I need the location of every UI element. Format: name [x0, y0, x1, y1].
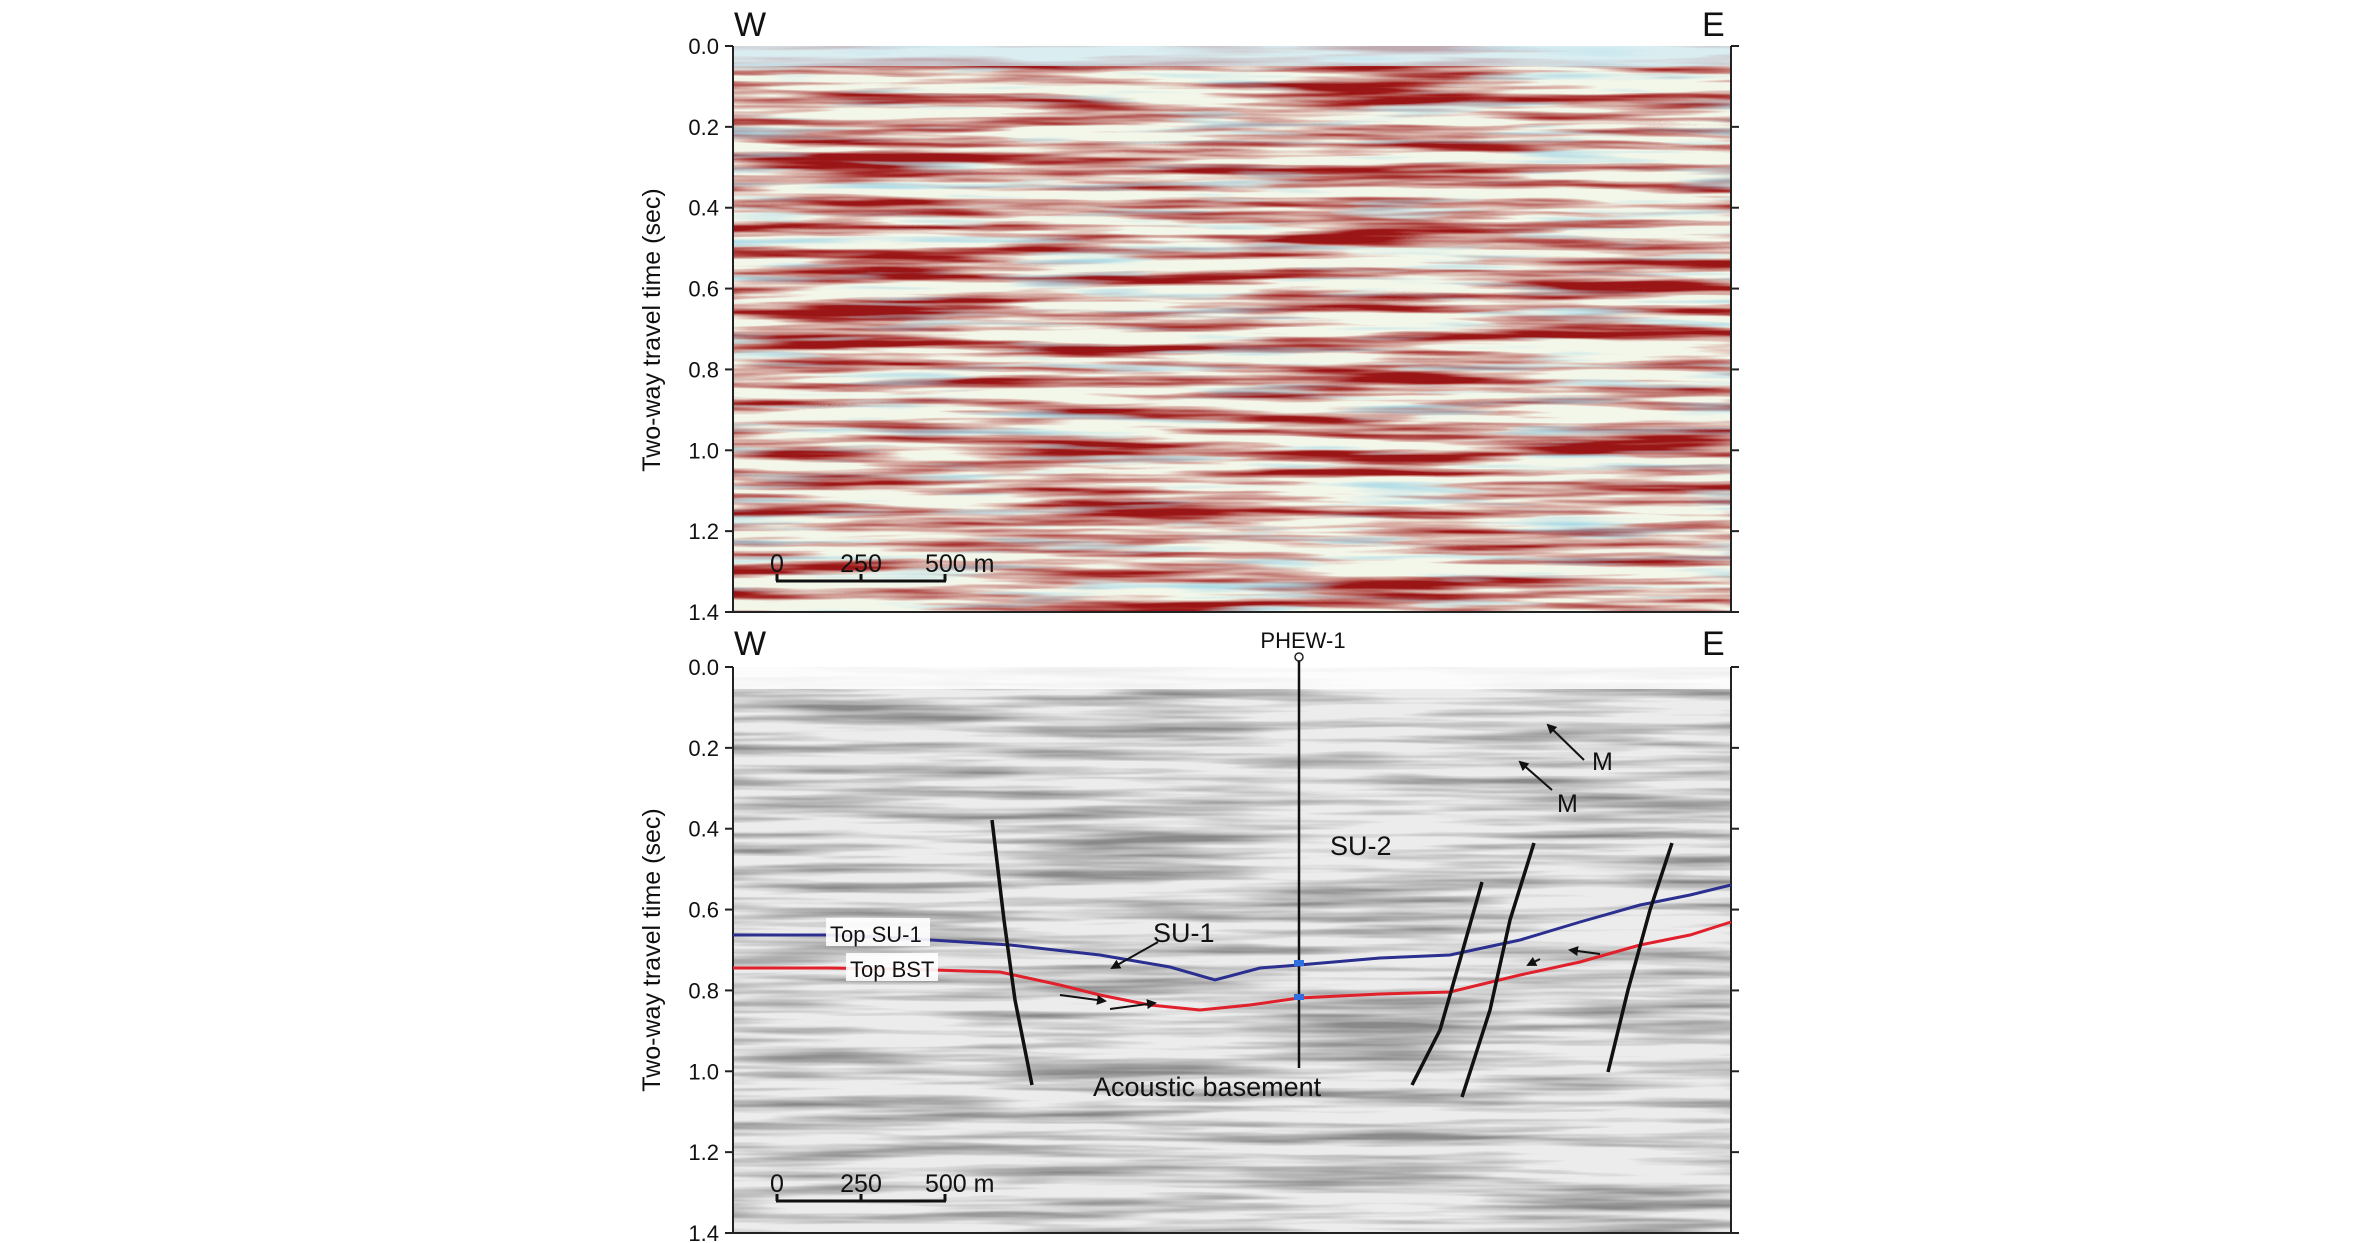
fault-line [990, 819, 1034, 1086]
bottom-east-label: E [1702, 625, 1725, 663]
top-y-tick-label: 0.6 [688, 277, 719, 302]
bottom-y-tick-label: 1.4 [688, 1221, 719, 1243]
top-bst-label: Top BST [850, 957, 934, 982]
bottom-y-tick-label: 0.0 [688, 655, 719, 680]
top-y-axis-label: Two-way travel time (sec) [638, 188, 666, 471]
top-y-tick-label: 1.0 [688, 438, 719, 463]
onlap-arrow [1526, 956, 1541, 966]
well-symbol [1294, 652, 1304, 662]
m-label-lower: M [1557, 790, 1578, 818]
bottom-y-tick-label: 0.4 [688, 817, 719, 842]
top-east-label: E [1702, 6, 1725, 44]
top-y-tick-label: 0.8 [688, 357, 719, 382]
onlap-arrow [1568, 946, 1601, 957]
bottom-west-label: W [734, 625, 766, 663]
top-bst-label-bg [846, 953, 938, 981]
m-label-upper: M [1592, 748, 1613, 776]
top-scale-bar-zero: 0 [770, 550, 784, 578]
bottom-panel: 0.0 0.2 0.4 0.6 0.8 1.0 1.2 1.4 W E Two-way tra… [638, 625, 1739, 1243]
bottom-scale-bar: 0 250 500 m [770, 1170, 994, 1203]
bottom-water-column [733, 667, 1731, 689]
bottom-y-axis: 0.0 0.2 0.4 0.6 0.8 1.0 1.2 1.4 [688, 655, 1739, 1243]
well-label: PHEW-1 [1260, 628, 1345, 653]
top-scale-bar-end: 500 m [925, 550, 994, 578]
top-seismic-texture [733, 46, 1731, 612]
top-y-tick-label: 1.2 [688, 519, 719, 544]
su1-label: SU-1 [1153, 918, 1215, 948]
top-y-tick-label: 0.0 [688, 34, 719, 59]
top-west-label: W [734, 6, 766, 44]
bottom-y-tick-label: 0.8 [688, 978, 719, 1003]
su1-leader-arrow [1110, 941, 1159, 969]
bottom-scale-bar-mid: 250 [840, 1170, 882, 1198]
bottom-y-tick-label: 0.2 [688, 736, 719, 761]
acoustic-basement-label: Acoustic basement [1093, 1072, 1322, 1102]
bottom-scale-bar-zero: 0 [770, 1170, 784, 1198]
bottom-seismic-texture [733, 667, 1731, 1233]
bottom-y-tick-label: 1.2 [688, 1140, 719, 1165]
bottom-y-tick-label: 0.6 [688, 898, 719, 923]
onlap-arrow [1059, 994, 1107, 1005]
top-y-axis: 0.0 0.2 0.4 0.6 0.8 1.0 1.2 1.4 [688, 34, 1739, 625]
top-scale-bar-mid: 250 [840, 550, 882, 578]
bottom-scale-bar-end: 500 m [925, 1170, 994, 1198]
top-bst-horizon [733, 920, 1732, 1012]
well-marker-bst [1294, 994, 1304, 1000]
well-marker-su1 [1294, 960, 1304, 966]
top-su1-label: Top SU-1 [830, 922, 922, 947]
fault-line [1460, 842, 1536, 1098]
bottom-y-axis-label: Two-way travel time (sec) [638, 808, 666, 1091]
top-su1-horizon [733, 883, 1732, 982]
top-y-tick-label: 0.2 [688, 115, 719, 140]
top-y-tick-label: 0.4 [688, 196, 719, 221]
m-arrow [1518, 760, 1553, 791]
top-y-tick-label: 1.4 [688, 600, 719, 625]
top-water-column [733, 46, 1731, 66]
onlap-arrow [1109, 999, 1157, 1010]
m-arrow [1546, 723, 1585, 761]
fault-line [1606, 842, 1674, 1073]
top-su1-label-bg [826, 918, 930, 946]
top-scale-bar: 0 250 500 m [770, 550, 994, 583]
fault-line [1410, 881, 1484, 1086]
bottom-y-tick-label: 1.0 [688, 1059, 719, 1084]
su2-label: SU-2 [1330, 831, 1392, 861]
top-panel: 0.0 0.2 0.4 0.6 0.8 1.0 1.2 1.4 W E Two-way tra… [638, 6, 1739, 625]
